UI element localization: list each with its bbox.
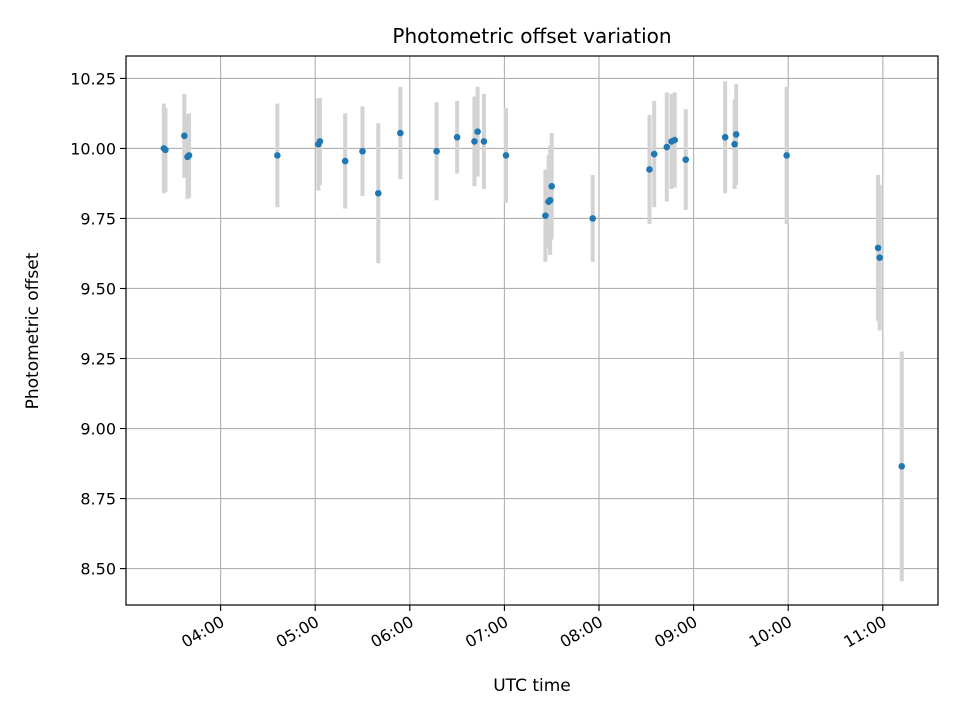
data-point <box>721 133 729 141</box>
ticks <box>120 77 884 611</box>
data-point <box>671 136 678 144</box>
data-point <box>650 150 658 158</box>
data-points <box>160 128 906 470</box>
data-point <box>732 131 740 138</box>
data-point <box>663 143 671 151</box>
plot-frame <box>125 55 939 606</box>
chart-title: Photometric offset variation <box>392 24 671 48</box>
data-point <box>471 138 478 145</box>
y-tick-label: 9.75 <box>80 209 116 228</box>
data-point <box>783 152 790 159</box>
y-tick-label: 9.50 <box>80 279 116 298</box>
data-point <box>480 138 488 145</box>
data-point <box>474 128 481 135</box>
y-tick-label: 9.25 <box>80 350 116 369</box>
data-point <box>374 189 382 197</box>
data-point <box>731 140 738 148</box>
grid <box>126 56 938 605</box>
y-tick-label: 8.75 <box>80 490 116 509</box>
data-point <box>876 254 883 261</box>
x-axis-label: UTC time <box>493 676 571 696</box>
data-point <box>316 138 324 145</box>
data-point <box>181 132 188 140</box>
data-point <box>274 152 281 159</box>
data-point <box>874 244 882 252</box>
data-point <box>162 146 169 154</box>
data-point <box>542 212 549 219</box>
data-point <box>682 156 690 163</box>
data-point <box>433 147 440 155</box>
y-tick-label: 8.50 <box>80 560 116 579</box>
data-point <box>502 152 510 159</box>
data-point <box>341 157 349 165</box>
y-tick-labels: 8.50 8.75 9.00 9.25 9.50 9.75 10.00 10.25 <box>70 69 116 578</box>
data-point <box>185 152 193 159</box>
data-point <box>359 147 366 155</box>
y-tick-label: 10.25 <box>70 69 116 88</box>
y-tick-label: 10.00 <box>70 139 116 158</box>
data-point <box>546 196 554 204</box>
data-point <box>898 463 906 470</box>
y-tick-label: 9.00 <box>80 420 116 439</box>
y-axis-label: Photometric offset <box>23 252 43 409</box>
data-point <box>453 133 461 141</box>
data-point <box>397 129 404 137</box>
data-point <box>548 182 556 190</box>
data-point <box>589 215 597 222</box>
data-point <box>646 166 653 173</box>
